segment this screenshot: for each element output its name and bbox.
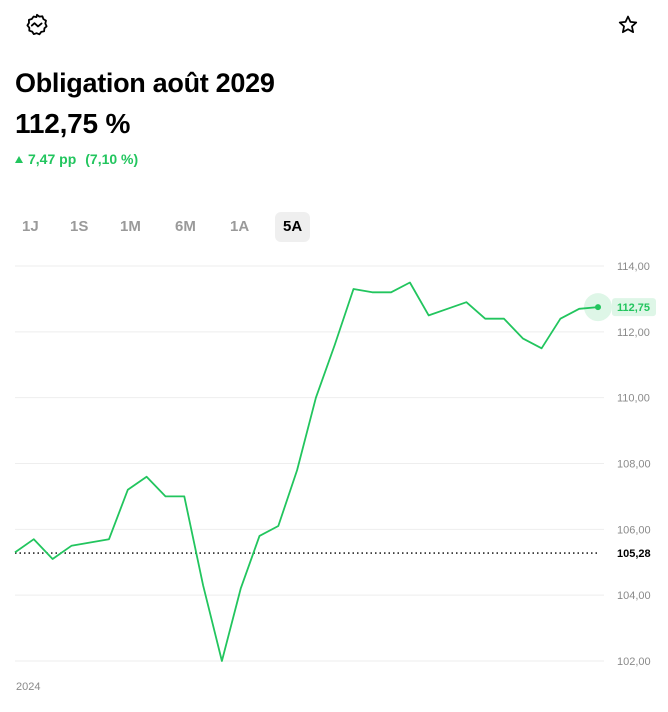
series-line [14, 281, 599, 662]
up-triangle-icon [15, 155, 23, 163]
last-value-label: 112,75 [617, 302, 650, 314]
tab-1a[interactable]: 1A [230, 218, 250, 235]
star-outline-icon [618, 15, 638, 34]
chart-trend-button[interactable] [21, 9, 53, 41]
change-absolute: 7,47 pp [28, 151, 77, 167]
chart-trend-icon [26, 13, 48, 36]
current-price: 112,75 % [15, 108, 131, 139]
price-chart: 114,00 112,00 110,00 108,00 106,00 104,00 102,… [14, 261, 656, 693]
page-title: Obligation août 2029 [15, 68, 275, 98]
tab-1s[interactable]: 1S [70, 218, 89, 235]
y-tick-label: 108,00 [617, 459, 651, 471]
last-value-badge [612, 298, 656, 317]
y-tick-label: 112,00 [617, 327, 650, 339]
tab-1j[interactable]: 1J [22, 218, 39, 235]
y-tick-label: 104,00 [617, 590, 651, 602]
tab-6m[interactable]: 6M [175, 218, 196, 235]
change-percent: (7,10 %) [85, 151, 139, 167]
favorite-button[interactable] [612, 9, 644, 41]
y-tick-label: 106,00 [617, 524, 651, 536]
reference-label: 105,28 [617, 548, 651, 560]
tab-5a[interactable]: 5A [275, 212, 311, 242]
y-tick-label: 102,00 [617, 656, 651, 668]
y-tick-label: 114,00 [617, 261, 650, 273]
last-point-dot [595, 304, 601, 311]
top-bar [0, 0, 668, 52]
x-tick-label: 2024 [16, 681, 40, 693]
y-tick-label: 110,00 [617, 393, 650, 405]
tab-1m[interactable]: 1M [120, 218, 141, 235]
price-change: 7,47 pp (7,10 %) [15, 151, 138, 167]
